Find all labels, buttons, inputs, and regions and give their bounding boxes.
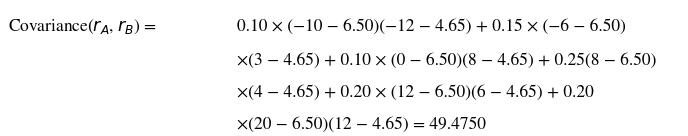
Text: 0.10 × (−10 − 6.50)(−12 − 4.65) + 0.15 × (−6 − 6.50): 0.10 × (−10 − 6.50)(−12 − 4.65) + 0.15 ×… (237, 19, 626, 35)
Text: ×(3 − 4.65) + 0.10 × (0 − 6.50)(8 − 4.65) + 0.25(8 − 6.50): ×(3 − 4.65) + 0.10 × (0 − 6.50)(8 − 4.65… (237, 52, 657, 69)
Text: ×(4 − 4.65) + 0.20 × (12 − 6.50)(6 − 4.65) + 0.20: ×(4 − 4.65) + 0.20 × (12 − 6.50)(6 − 4.6… (237, 84, 594, 101)
Text: ×(20 − 6.50)(12 − 4.65) = 49.4750: ×(20 − 6.50)(12 − 4.65) = 49.4750 (237, 116, 486, 132)
Text: Covariance($r_A$, $r_B$) =: Covariance($r_A$, $r_B$) = (8, 18, 157, 36)
